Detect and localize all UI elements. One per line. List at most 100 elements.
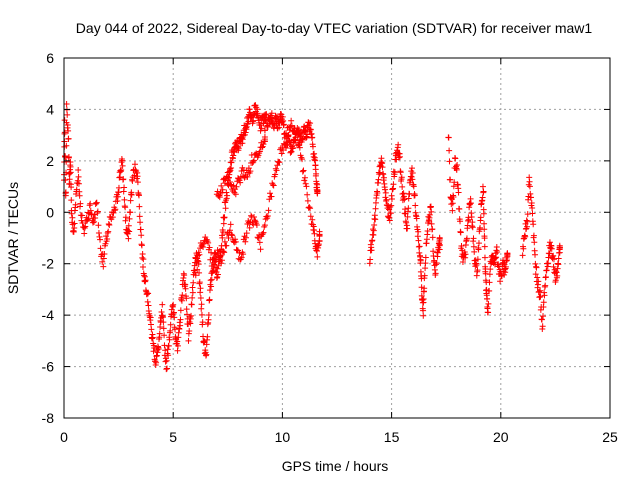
data-point bbox=[288, 117, 295, 124]
data-point bbox=[452, 155, 459, 162]
data-point bbox=[125, 227, 132, 234]
data-point bbox=[155, 346, 162, 353]
data-point bbox=[197, 294, 204, 301]
data-point bbox=[214, 274, 221, 281]
data-point bbox=[501, 261, 508, 268]
data-point bbox=[79, 212, 86, 219]
data-point bbox=[420, 295, 427, 302]
data-point bbox=[213, 255, 220, 262]
data-point bbox=[456, 206, 463, 212]
data-point bbox=[222, 205, 229, 212]
data-point bbox=[84, 216, 91, 223]
data-point bbox=[474, 267, 481, 274]
data-point bbox=[532, 271, 539, 278]
plot-frame bbox=[63, 57, 611, 419]
data-point bbox=[134, 179, 141, 186]
data-point bbox=[77, 200, 84, 207]
data-point bbox=[190, 279, 197, 286]
axis-ticks: 0 5 10 15 20 25 -8 -6 -4 -2 0 2 4 6 bbox=[42, 50, 618, 445]
data-point bbox=[243, 230, 250, 237]
data-point bbox=[299, 135, 306, 142]
data-point bbox=[529, 210, 536, 217]
data-point bbox=[429, 234, 436, 241]
data-point bbox=[426, 211, 433, 218]
data-point bbox=[553, 269, 560, 276]
data-point bbox=[428, 220, 435, 227]
data-point bbox=[211, 261, 218, 268]
data-point bbox=[372, 216, 379, 223]
data-point bbox=[548, 245, 555, 252]
data-point bbox=[65, 153, 72, 160]
data-point bbox=[404, 213, 411, 220]
data-point bbox=[479, 183, 486, 190]
data-point bbox=[157, 324, 164, 331]
data-point bbox=[63, 100, 70, 107]
data-point bbox=[486, 279, 493, 286]
data-point bbox=[165, 342, 172, 349]
data-point bbox=[147, 314, 154, 321]
data-point bbox=[259, 231, 266, 238]
data-point bbox=[206, 296, 213, 303]
data-point bbox=[269, 181, 276, 188]
data-point bbox=[289, 144, 296, 151]
data-point bbox=[174, 342, 181, 349]
data-point bbox=[378, 155, 385, 162]
data-point bbox=[540, 299, 547, 306]
data-point bbox=[137, 226, 144, 233]
data-point bbox=[256, 148, 263, 155]
data-point bbox=[396, 153, 403, 160]
data-point bbox=[409, 176, 416, 183]
data-point bbox=[87, 207, 94, 214]
data-point bbox=[236, 250, 243, 257]
data-point bbox=[226, 171, 233, 178]
data-point bbox=[314, 188, 321, 195]
data-point bbox=[408, 165, 415, 172]
data-point bbox=[306, 204, 313, 211]
data-point bbox=[233, 183, 240, 190]
data-point bbox=[434, 249, 441, 256]
data-point bbox=[208, 283, 215, 290]
data-point bbox=[177, 316, 184, 323]
data-point bbox=[388, 195, 395, 202]
data-point bbox=[228, 231, 235, 238]
data-point bbox=[167, 321, 174, 328]
data-point bbox=[106, 222, 113, 229]
data-point bbox=[166, 336, 173, 343]
data-point bbox=[477, 224, 484, 231]
data-point bbox=[232, 191, 239, 198]
data-point bbox=[520, 245, 527, 252]
data-point bbox=[62, 177, 69, 184]
data-point bbox=[481, 235, 488, 242]
data-point bbox=[385, 214, 392, 221]
data-point bbox=[501, 271, 508, 278]
data-point bbox=[537, 293, 544, 300]
data-point bbox=[418, 284, 425, 291]
data-point bbox=[387, 210, 394, 217]
data-point bbox=[86, 202, 93, 209]
data-point bbox=[156, 330, 163, 337]
data-point bbox=[288, 148, 295, 155]
data-point bbox=[302, 180, 309, 187]
data-point bbox=[307, 213, 314, 220]
data-point bbox=[220, 248, 227, 255]
data-point bbox=[145, 302, 152, 309]
data-point bbox=[218, 182, 225, 189]
data-point bbox=[196, 251, 203, 258]
data-point bbox=[311, 150, 318, 157]
data-point bbox=[411, 192, 418, 199]
data-point bbox=[149, 334, 156, 341]
data-point bbox=[205, 239, 212, 246]
data-point bbox=[469, 219, 476, 226]
data-point bbox=[246, 224, 253, 231]
data-point bbox=[221, 249, 228, 256]
data-point bbox=[121, 196, 128, 203]
y-tick-label: -2 bbox=[42, 256, 55, 272]
data-point bbox=[295, 141, 302, 148]
data-point bbox=[486, 271, 493, 278]
data-point bbox=[214, 265, 221, 272]
data-point bbox=[380, 171, 387, 178]
data-point bbox=[234, 247, 241, 254]
data-point bbox=[287, 123, 294, 130]
data-point bbox=[218, 257, 225, 264]
data-point bbox=[104, 235, 111, 242]
